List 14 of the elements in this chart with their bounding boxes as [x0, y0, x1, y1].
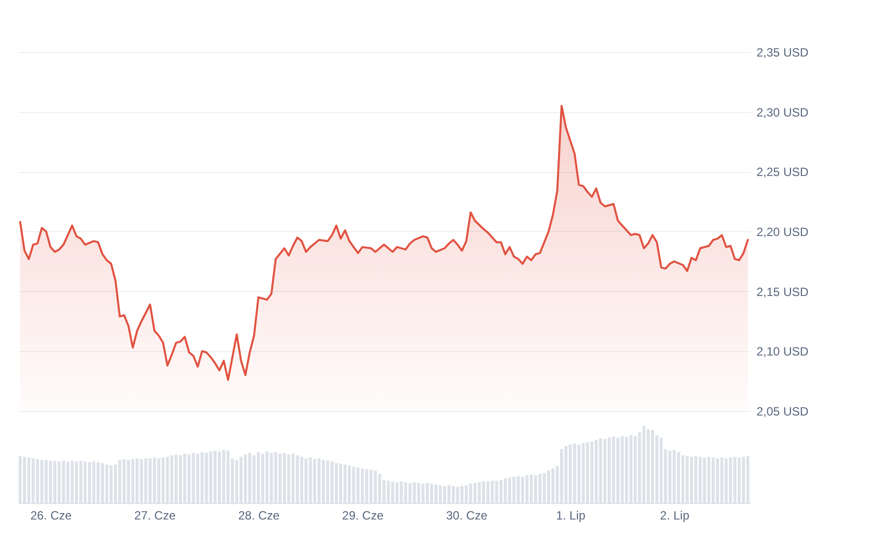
y-tick-label: 2,25 USD	[756, 165, 809, 180]
x-tick-label: 28. Cze	[238, 508, 280, 522]
y-tick-label: 2,05 USD	[756, 404, 809, 418]
y-tick-label: 2,35 USD	[756, 46, 809, 60]
y-tick-label: 2,10 USD	[756, 344, 809, 359]
x-tick-label: 1. Lip	[556, 508, 586, 522]
x-tick-label: 2. Lip	[660, 508, 690, 522]
x-tick-label: 27. Cze	[134, 508, 176, 522]
y-tick-label: 2,15 USD	[756, 284, 809, 299]
x-tick-label: 30. Cze	[446, 508, 488, 522]
y-tick-label: 2,20 USD	[756, 225, 809, 239]
x-tick-label: 29. Cze	[342, 508, 384, 522]
x-tick-label: 26. Cze	[30, 508, 72, 522]
y-tick-label: 2,30 USD	[756, 105, 809, 120]
